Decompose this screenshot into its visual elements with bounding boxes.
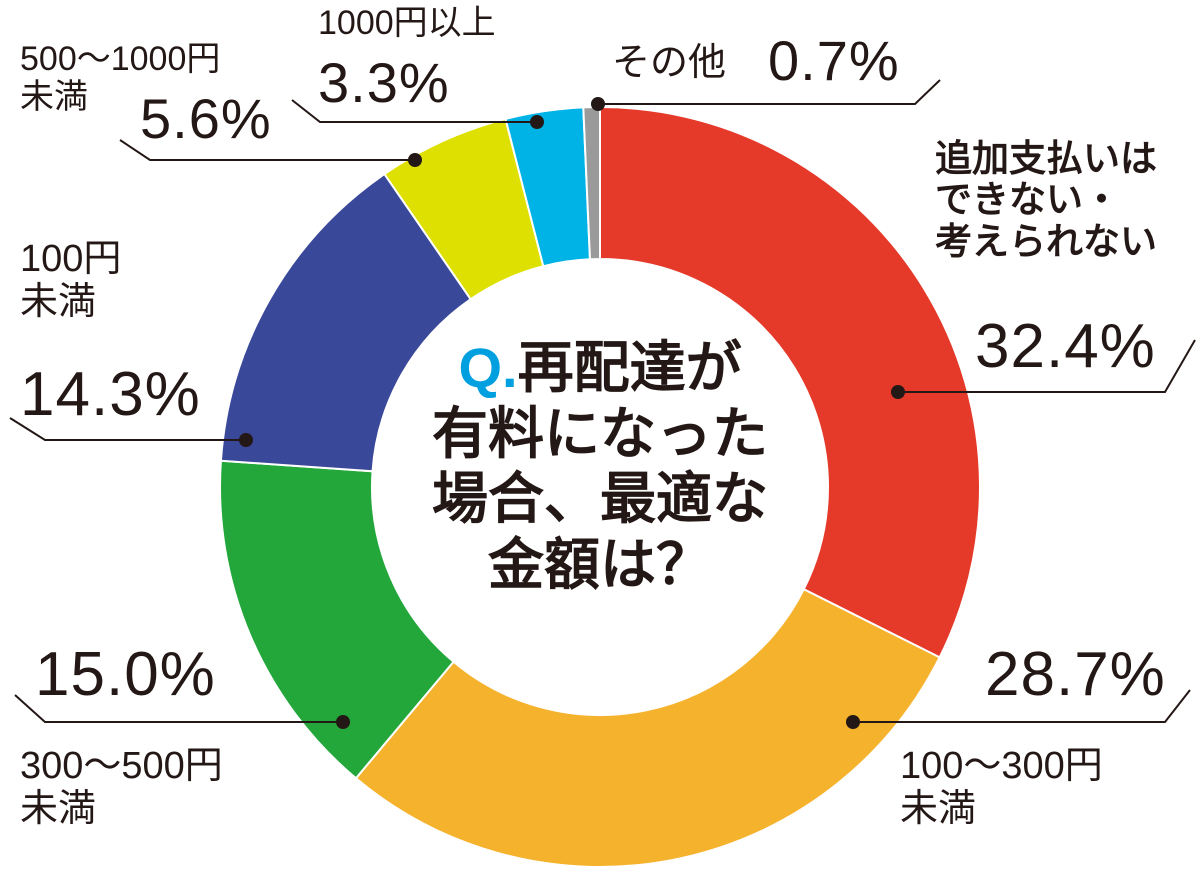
leader-dot (591, 97, 605, 111)
value-label: 32.4% (975, 312, 1156, 381)
value-label: 15.0% (35, 640, 216, 709)
leader-dot (408, 153, 422, 167)
value-label: 0.7% (768, 29, 900, 92)
value-label: 5.6% (140, 87, 272, 150)
category-label: 500〜1000円 未満 (20, 40, 221, 117)
donut-slice (354, 587, 942, 868)
category-label: 300〜500円 未満 (20, 745, 223, 830)
category-label: その他 (612, 42, 727, 84)
leader-line (9, 417, 246, 441)
leader-line (898, 339, 1196, 393)
value-label: 3.3% (318, 51, 450, 114)
category-label: 100円 未満 (20, 238, 122, 323)
donut-slice (219, 172, 473, 473)
leader-line (119, 139, 415, 161)
leader-dot (239, 433, 253, 447)
leader-line (853, 689, 1191, 723)
leader-dot (530, 115, 544, 129)
question-text: 再配達が 有料になった 場合、最適な 金額は？ (432, 336, 768, 596)
value-label: 28.7% (985, 640, 1166, 709)
category-label: 100〜300円 未満 (900, 745, 1103, 830)
leader-dot (846, 715, 860, 729)
category-label: 追加支払いは できない・ 考えられない (935, 138, 1157, 262)
leader-line (14, 694, 343, 723)
donut-slice (599, 105, 981, 659)
question-prefix: Q. (458, 336, 518, 399)
donut-slice (219, 459, 455, 780)
question: Q.再配達が 有料になった 場合、最適な 金額は？ (385, 335, 815, 597)
leader-dot (891, 385, 905, 399)
value-label: 14.3% (20, 360, 201, 429)
donut-slice (582, 105, 601, 261)
category-label: 1000円以上 (318, 4, 496, 42)
leader-line (598, 79, 941, 105)
leader-dot (336, 715, 350, 729)
leader-line (291, 99, 537, 123)
